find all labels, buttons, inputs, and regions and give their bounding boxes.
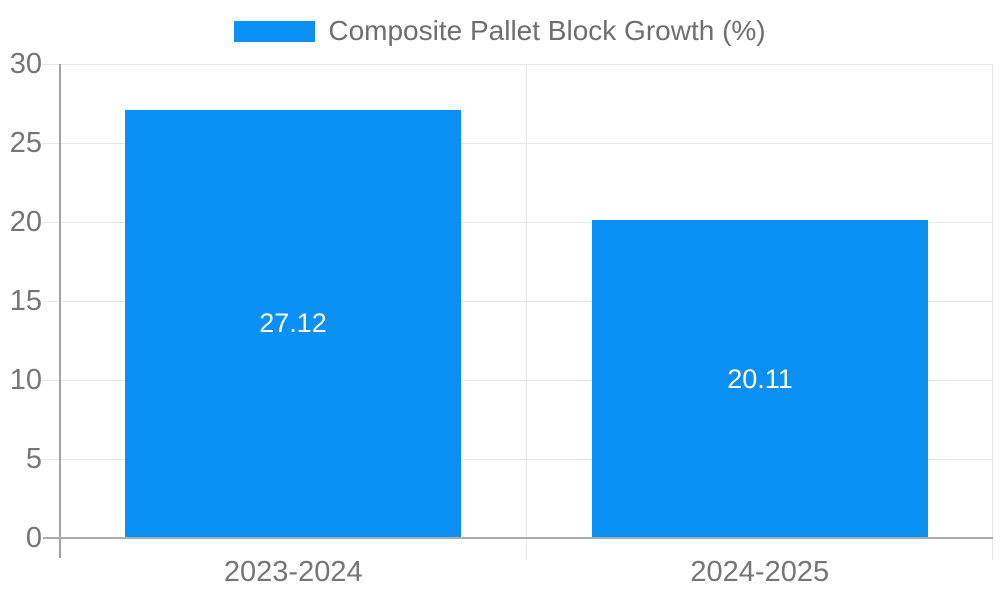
category-boundary-gridline [526,64,527,560]
y-axis-line [59,64,61,558]
y-tick-label: 5 [25,443,42,475]
y-gridline [42,63,993,65]
legend-label: Composite Pallet Block Growth (%) [328,15,766,46]
legend-swatch [234,20,316,42]
bar-value-label: 20.11 [727,363,793,394]
y-gridline [42,142,993,144]
x-axis-line [43,537,993,539]
x-tick-label: 2024-2025 [690,556,830,588]
y-tick-label: 0 [25,522,42,554]
y-gridline [42,221,993,223]
bar-value-label: 27.12 [259,308,327,339]
y-tick-label: 10 [9,364,42,396]
y-tick-label: 25 [9,127,42,159]
y-gridline [42,458,993,460]
category-boundary-gridline [992,64,993,560]
y-gridline [42,300,993,302]
legend[interactable]: Composite Pallet Block Growth (%) [0,15,1000,46]
plot-area: 0 5 10 15 20 25 30 27.12 2023-2024 20.11 2024-2025 [10,49,993,588]
x-tick-label: 2023-2024 [223,556,363,588]
y-tick-label: 30 [9,48,42,80]
y-tick-label: 15 [9,285,42,317]
y-tick-label: 20 [9,206,42,238]
y-gridline [42,379,993,381]
bar[interactable]: 20.11 [592,220,928,538]
bar[interactable]: 27.12 [125,109,461,538]
